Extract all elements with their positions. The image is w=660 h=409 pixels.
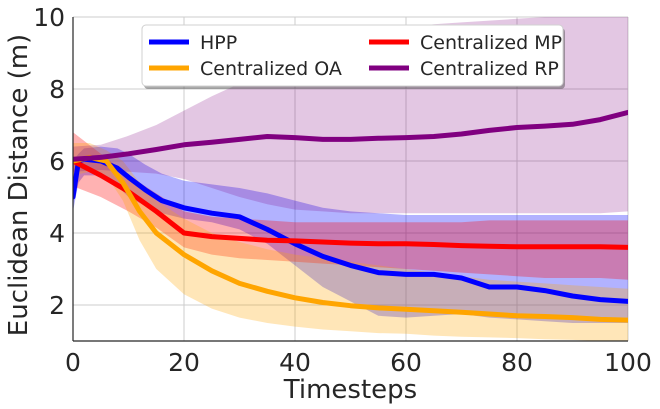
band-centralized-oa (73, 143, 628, 341)
line-hpp (73, 156, 628, 304)
line-centralized-mp (73, 158, 628, 250)
legend-label-centralized-oa: Centralized OA (200, 58, 342, 80)
y-tick-label: 4 (49, 219, 65, 248)
x-tick-label: 40 (279, 348, 311, 377)
x-tick-label: 100 (604, 348, 652, 377)
x-axis-label: Timesteps (283, 375, 417, 405)
tick-labels: 0 20 40 60 80 100 2 4 6 8 10 (33, 3, 652, 377)
line-centralized-rp (73, 109, 628, 162)
legend-box (141, 24, 564, 87)
y-tick-label: 6 (49, 147, 65, 176)
plot-frame (72, 17, 628, 342)
x-tick-label: 60 (390, 348, 422, 377)
legend-label-centralized-mp: Centralized MP (420, 32, 562, 54)
band-centralized-mp (73, 132, 628, 280)
y-tick-label: 10 (33, 3, 65, 32)
band-hpp (73, 146, 628, 323)
legend-label-centralized-rp: Centralized RP (420, 58, 559, 80)
legend: HPP Centralized MP Centralized OA Centraliz… (141, 24, 565, 89)
y-tick-label: 2 (49, 291, 65, 320)
x-tick-label: 80 (501, 348, 533, 377)
x-tick-label: 20 (168, 348, 200, 377)
x-tick-label: 0 (65, 348, 81, 377)
y-axis-label: Euclidean Distance (m) (4, 34, 34, 336)
series-lines (73, 109, 628, 323)
line-centralized-oa (73, 154, 628, 323)
legend-label-hpp: HPP (200, 32, 237, 54)
y-tick-label: 8 (49, 75, 65, 104)
